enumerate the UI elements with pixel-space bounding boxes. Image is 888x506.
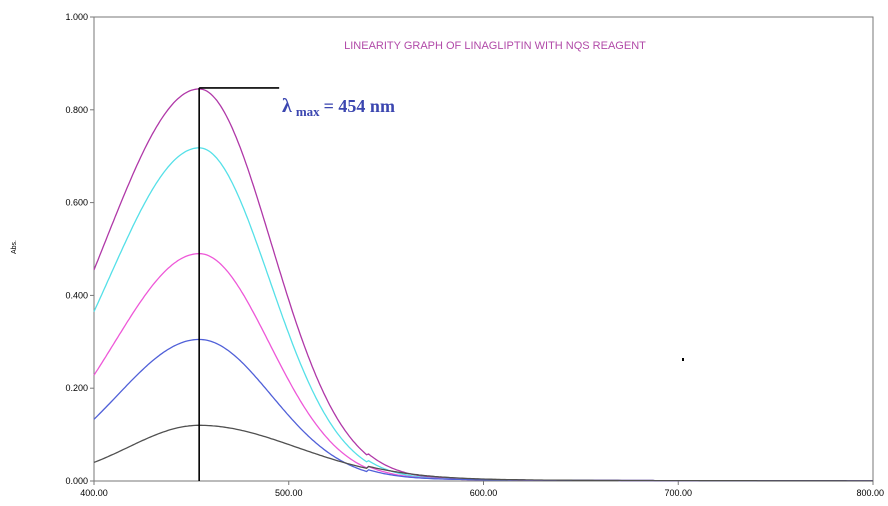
series-line-3 (93, 252, 873, 482)
y-tick-label: 0.200 (65, 383, 88, 393)
series-line-1 (93, 88, 873, 482)
x-tick-label: 700.00 (664, 488, 692, 498)
chart-title: LINEARITY GRAPH OF LINAGLIPTIN WITH NQS … (344, 40, 646, 52)
series-line-2 (93, 147, 873, 482)
x-tick-label: 400.00 (80, 488, 108, 498)
y-tick-label: 0.400 (65, 290, 88, 300)
series-line-4 (93, 338, 873, 482)
y-tick-label: 0.600 (65, 198, 88, 208)
lambda-symbol: λ (282, 95, 292, 117)
x-tick-label: 600.00 (470, 488, 498, 498)
series-line-5 (93, 424, 873, 482)
x-tick-label: 800.00 (856, 488, 884, 498)
series-layer (93, 88, 873, 482)
stray-dot (682, 358, 684, 361)
x-tick-label: 500.00 (275, 488, 303, 498)
y-axis: 0.000 0.200 0.400 0.600 0.800 1.000 (65, 12, 94, 486)
lambda-max-annotation: λ max = 454 nm (282, 95, 395, 120)
y-tick-label: 0.000 (65, 476, 88, 486)
y-tick-label: 1.000 (65, 12, 88, 22)
lambda-subscript: max (296, 104, 320, 119)
lambda-value: = 454 nm (324, 96, 395, 116)
x-axis: 400.00 500.00 600.00 700.00 800.00 (80, 481, 884, 498)
y-axis-label: Abs. (11, 240, 18, 254)
plot-frame (93, 16, 874, 482)
y-tick-label: 0.800 (65, 105, 88, 115)
